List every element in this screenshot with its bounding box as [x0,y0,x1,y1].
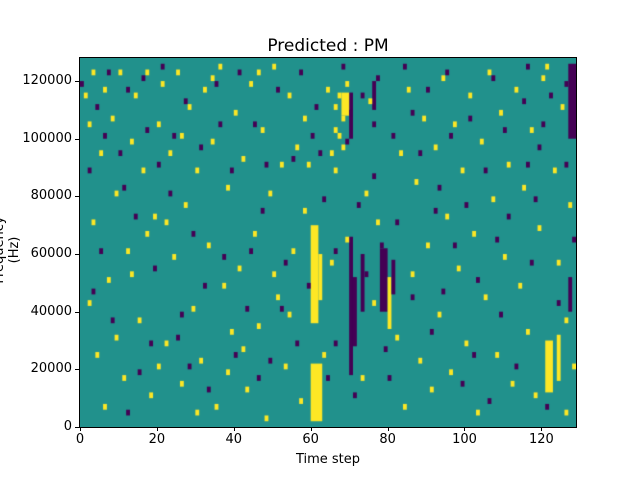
y-tick-label: 80000 [30,188,72,204]
x-tick-mark [156,427,158,431]
y-tick-mark [75,138,79,140]
x-tick-label: 100 [452,432,477,447]
y-tick-label: 100000 [22,130,72,146]
x-tick-mark [233,427,235,431]
x-tick-mark [387,427,389,431]
x-tick-label: 60 [302,432,319,447]
y-tick-mark [75,254,79,256]
x-tick-mark [310,427,312,431]
y-tick-mark [75,81,79,83]
x-tick-label: 80 [379,432,396,447]
x-tick-mark [80,427,81,431]
x-tick-label: 0 [75,432,85,447]
chart-title: Predicted : PM [267,36,389,56]
x-tick-label: 40 [225,432,243,447]
plot-area [79,57,577,428]
x-tick-mark [464,427,466,431]
y-tick-label: 20000 [30,361,72,377]
y-tick-mark [75,369,79,371]
y-tick-label: 0 [63,419,72,434]
y-tick-mark [75,427,79,428]
x-tick-mark [541,427,543,431]
x-tick-label: 120 [528,432,554,447]
y-tick-label: 120000 [22,73,72,89]
y-tick-mark [75,196,79,198]
y-tick-label: 60000 [30,246,72,262]
y-tick-label: 40000 [30,303,72,319]
heatmap-canvas [80,58,576,427]
x-axis-label: Time step [295,452,361,467]
x-tick-label: 20 [148,432,166,447]
y-tick-mark [75,311,79,313]
